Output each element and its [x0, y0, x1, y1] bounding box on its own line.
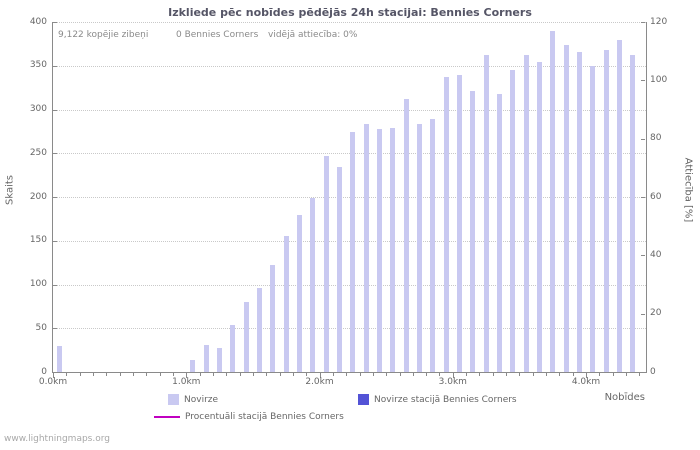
bar [590, 65, 596, 373]
bar [403, 99, 409, 372]
bar [230, 324, 236, 373]
avg-ratio-text: vidējā attiecība: 0% [268, 30, 358, 40]
bar [576, 51, 582, 373]
legend-swatch-percent-line [154, 416, 180, 418]
bar [630, 55, 636, 373]
x-axis-label: Nobīdes [604, 392, 645, 403]
bar [377, 128, 382, 372]
bar [496, 93, 502, 373]
bar [536, 62, 542, 373]
legend-item-novirze: Novirze [168, 394, 218, 405]
bar [323, 155, 329, 372]
legend-swatch-novirze [168, 394, 179, 405]
bar [203, 344, 209, 372]
bar [257, 288, 263, 372]
y-axis-label-right: Attiecība [%] [682, 157, 694, 223]
bar [283, 236, 289, 372]
bar [217, 348, 223, 372]
bar [310, 197, 316, 372]
station-strikes-text: 0 Bennies Corners [176, 30, 259, 40]
legend-item-percent-station: Procentuāli stacijā Bennies Corners [154, 412, 344, 422]
bar [443, 77, 449, 372]
bar [390, 127, 396, 372]
bar [363, 124, 369, 372]
legend-label-novirze-station: Novirze stacijā Bennies Corners [374, 394, 517, 405]
legend-item-novirze-station: Novirze stacijā Bennies Corners [358, 394, 517, 405]
bar [417, 124, 422, 372]
bar [243, 302, 249, 372]
total-strikes-text: 9,122 kopējie zibeņi [58, 30, 149, 40]
bar [510, 70, 516, 372]
bar [350, 132, 356, 372]
bar [57, 345, 63, 373]
bar [603, 50, 609, 372]
bar [297, 214, 302, 372]
legend-label-novirze: Novirze [184, 394, 219, 405]
bar [563, 44, 569, 373]
bar [337, 167, 342, 373]
legend-label-percent-station: Procentuāli stacijā Bennies Corners [185, 412, 344, 422]
bar [523, 55, 529, 373]
watermark: www.lightningmaps.org [4, 434, 110, 444]
bar [550, 30, 556, 373]
plot-area: 9,122 kopējie zibeņi 0 Bennies Corners v… [52, 22, 647, 373]
bar [616, 39, 622, 372]
chart-title: Izkliede pēc nobīdes pēdējās 24h stacija… [168, 6, 532, 19]
legend-swatch-novirze-station [358, 394, 369, 405]
bar [190, 359, 196, 373]
bar [270, 265, 276, 373]
bar [456, 75, 462, 372]
bar [430, 119, 436, 372]
bar [483, 55, 489, 373]
bar [470, 91, 476, 372]
